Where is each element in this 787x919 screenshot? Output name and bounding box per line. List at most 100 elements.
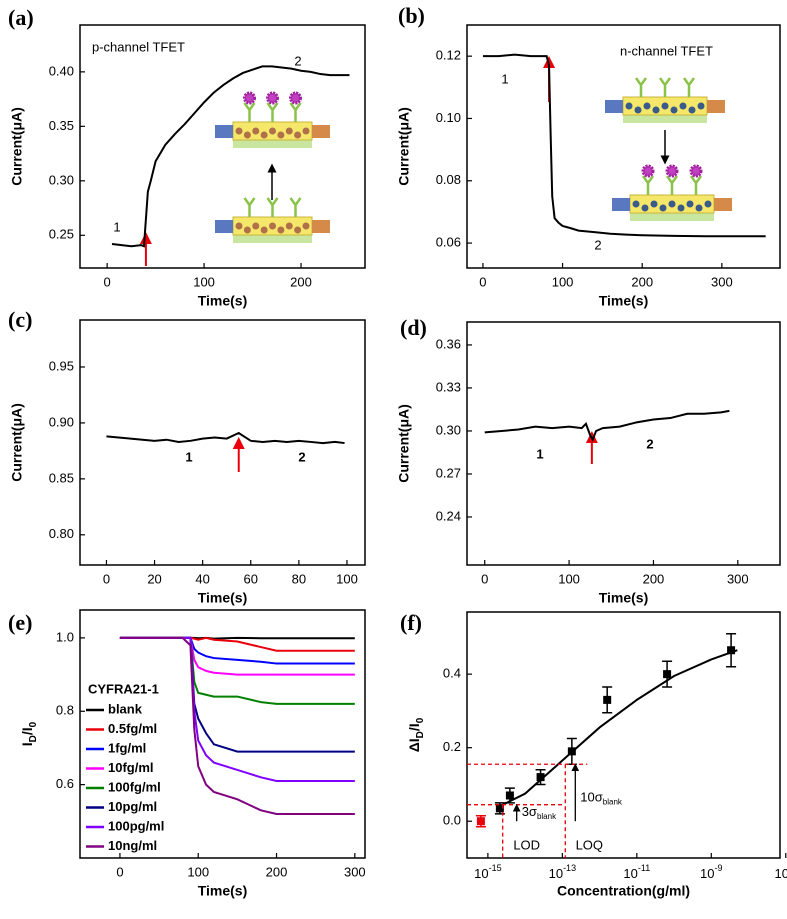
sigma-text: 10σ xyxy=(580,790,602,805)
data-point xyxy=(505,791,514,800)
data-line xyxy=(119,636,355,676)
electrode xyxy=(623,114,707,123)
sigma-label: 3σblank xyxy=(522,804,557,821)
source xyxy=(605,100,623,113)
x-tick-label: 200 xyxy=(266,864,288,879)
particle xyxy=(704,200,712,208)
x-tick-label: 200 xyxy=(643,571,665,586)
annotation: p-channel TFET xyxy=(92,39,185,54)
x-tick-label: 20 xyxy=(147,571,161,586)
annotation: 2 xyxy=(646,436,653,451)
x-tick-label: 100 xyxy=(558,571,580,586)
y-label-subscript: D xyxy=(28,735,39,742)
x-tick-label: 100 xyxy=(552,274,574,289)
legend-label: 0.5fg/ml xyxy=(108,721,157,736)
y-label-subscript: 0 xyxy=(28,721,39,727)
x-tick-exponent: -15 xyxy=(489,863,502,873)
x-tick-label: 0 xyxy=(479,274,486,289)
y-tick-label: 0.2 xyxy=(443,739,461,754)
y-tick-label: 0.10 xyxy=(436,110,461,125)
x-axis-label: Concentration(g/ml) xyxy=(557,883,690,899)
data-point xyxy=(603,695,612,704)
particle xyxy=(243,131,251,139)
plot-frame xyxy=(79,319,366,566)
legend-label: blank xyxy=(108,701,143,716)
plot-frame xyxy=(79,24,366,269)
data-point xyxy=(476,817,485,826)
data-line xyxy=(119,636,355,652)
y-axis-label: Current(μA) xyxy=(396,404,412,483)
particle xyxy=(235,127,243,135)
panel-label: (b) xyxy=(398,3,425,28)
particle xyxy=(686,200,694,208)
y-label-subscript: 0 xyxy=(415,717,426,723)
particle xyxy=(634,106,642,114)
y-label-subscript: D xyxy=(415,731,426,738)
plot-frame xyxy=(466,321,781,566)
data-point xyxy=(663,670,672,679)
plot-frame xyxy=(79,609,366,859)
legend-label: 10ng/ml xyxy=(108,838,157,853)
particle xyxy=(269,222,276,230)
antibody xyxy=(289,102,302,122)
antibody xyxy=(634,77,648,97)
particle xyxy=(235,222,243,230)
panel-label: (d) xyxy=(400,315,427,340)
antibody xyxy=(658,77,672,97)
particle xyxy=(269,127,276,135)
antigen xyxy=(689,164,703,178)
annotation: 2 xyxy=(594,237,601,252)
data-line xyxy=(111,65,350,248)
drain xyxy=(707,100,725,113)
antigen xyxy=(243,91,256,105)
y-label-part: /I xyxy=(406,723,422,731)
antigen xyxy=(665,164,679,178)
x-tick-label: 10-7 xyxy=(775,863,787,881)
annotation: 1 xyxy=(501,71,508,86)
x-tick-label: 300 xyxy=(727,571,749,586)
particle xyxy=(677,204,685,212)
annotation: 2 xyxy=(294,53,301,68)
device-schematic xyxy=(215,91,330,148)
particle xyxy=(650,200,658,208)
x-tick-label: 10-13 xyxy=(549,863,576,881)
x-axis-label: Time(s) xyxy=(198,590,248,606)
data-point xyxy=(727,646,736,655)
particle xyxy=(294,131,302,139)
x-tick-label: 300 xyxy=(711,274,733,289)
legend-title: CYFRA21-1 xyxy=(88,681,159,696)
particle xyxy=(659,204,667,212)
y-axis-label: Current(μA) xyxy=(396,107,412,186)
fit-curve xyxy=(498,649,738,808)
x-tick-label: 0 xyxy=(116,864,123,879)
x-tick-label: 40 xyxy=(195,571,209,586)
antibody xyxy=(689,175,703,195)
y-tick-label: 0.95 xyxy=(49,358,74,373)
x-tick-label: 300 xyxy=(344,864,366,879)
x-tick-base: 10 xyxy=(623,866,637,881)
annotation: 2 xyxy=(298,449,305,464)
y-label-part: ΔI xyxy=(406,738,422,752)
y-axis-label: ΔID/I0 xyxy=(406,717,426,752)
data-line xyxy=(482,53,766,238)
x-tick-label: 200 xyxy=(290,274,312,289)
y-tick-label: 0.80 xyxy=(49,526,74,541)
panel-label: (c) xyxy=(8,307,32,332)
data-point xyxy=(567,747,576,756)
antibody xyxy=(665,175,679,195)
antibody xyxy=(641,175,655,195)
annotation: 1 xyxy=(185,449,192,464)
particle xyxy=(668,200,676,208)
y-tick-label: 0.06 xyxy=(436,235,461,250)
x-tick-label: 60 xyxy=(244,571,258,586)
x-tick-label: 10-15 xyxy=(474,863,501,881)
x-tick-exponent: -13 xyxy=(563,863,576,873)
antibody xyxy=(682,77,696,97)
x-tick-label: 10-9 xyxy=(700,863,722,881)
antigen xyxy=(266,91,279,105)
particle xyxy=(695,204,703,212)
particle xyxy=(661,102,669,110)
legend-label: 10fg/ml xyxy=(108,760,154,775)
antigen xyxy=(289,91,302,105)
